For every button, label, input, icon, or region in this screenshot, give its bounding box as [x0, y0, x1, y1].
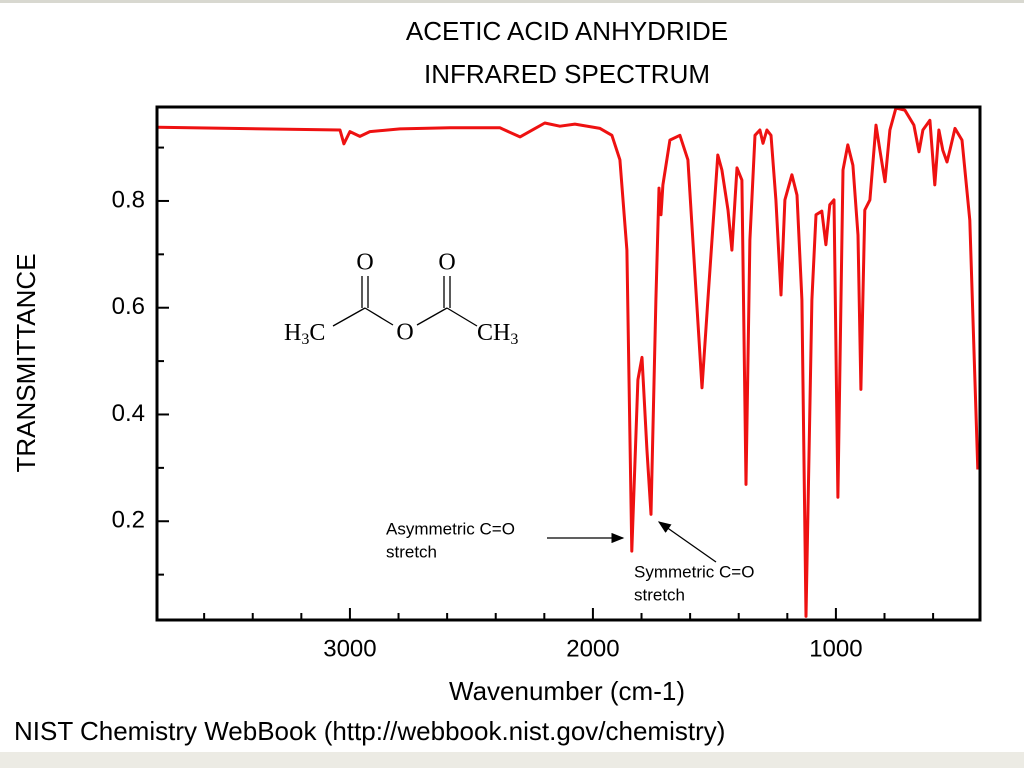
chart-title: ACETIC ACID ANHYDRIDE: [406, 16, 728, 46]
bottom-strip: [0, 752, 1024, 768]
y-tick-label: 0.2: [112, 507, 145, 534]
annotation: Asymmetric C=O: [386, 519, 515, 538]
top-strip: [0, 0, 1024, 3]
annotation: stretch: [386, 542, 437, 561]
y-tick-label: 0.4: [112, 400, 145, 427]
atom: C: [309, 320, 325, 346]
group-label: H3C: [284, 320, 325, 348]
atom: H: [284, 320, 301, 346]
bond: [332, 307, 366, 327]
x-tick-label: 2000: [566, 635, 619, 662]
x-axis-label: Wavenumber (cm-1): [449, 676, 685, 706]
footer: NIST Chemistry WebBook (http://webbook.n…: [14, 716, 725, 746]
bond: [446, 307, 478, 327]
atom-label: O: [396, 320, 413, 346]
x-tick-label: 1000: [809, 635, 862, 662]
bond: [364, 307, 394, 326]
x-tick-label: 3000: [323, 635, 376, 662]
annotation-arrow: [657, 521, 717, 563]
annotation: Symmetric C=O: [634, 562, 754, 581]
chart-title: INFRARED SPECTRUM: [424, 59, 710, 89]
annotation: stretch: [634, 585, 685, 604]
subscript: 3: [301, 331, 309, 348]
bond: [416, 307, 448, 326]
y-tick-label: 0.6: [112, 293, 145, 320]
atom: CH: [477, 320, 510, 346]
plot-frame: [155, 105, 982, 622]
subscript: 3: [510, 331, 518, 348]
molecule: [332, 276, 478, 327]
atom-label: O: [438, 250, 455, 276]
atom-label: O: [356, 250, 373, 276]
y-tick-label: 0.8: [112, 186, 145, 213]
group-label: CH3: [477, 320, 518, 348]
y-axis-label: TRANSMITTANCE: [11, 253, 41, 472]
